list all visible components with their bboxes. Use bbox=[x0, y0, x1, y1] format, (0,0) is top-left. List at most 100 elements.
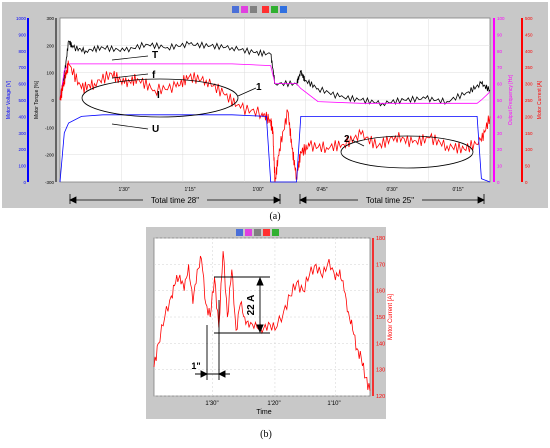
current-tick-label: 450 bbox=[525, 32, 533, 37]
amplitude-label: 22 A bbox=[246, 295, 257, 316]
b-y-tick-label: 130 bbox=[376, 368, 385, 374]
label-leader-frequency bbox=[111, 73, 149, 79]
b-y-tick-label: 120 bbox=[376, 394, 385, 400]
current-tick-label: 400 bbox=[525, 49, 533, 54]
panel-b-gridlines bbox=[154, 237, 370, 397]
voltage-tick-label: 400 bbox=[18, 114, 26, 119]
current-tick-label: 0 bbox=[525, 180, 528, 185]
voltage-tick-label: 500 bbox=[18, 98, 26, 103]
voltage-axis-ticks: 0 100 200 300 400 500 600 700 800 900 1000 bbox=[16, 16, 27, 185]
torque-tick-label: 200 bbox=[46, 43, 54, 48]
panel-a-series bbox=[59, 40, 491, 183]
voltage-tick-label: 0 bbox=[23, 180, 26, 185]
panel-b-series bbox=[153, 251, 371, 391]
duration-2-bg bbox=[358, 195, 422, 205]
amplitude-marker bbox=[214, 276, 270, 334]
caption-a: (a) bbox=[269, 211, 280, 222]
torque-axis-ticks: -300 -200 -100 0 100 200 300 bbox=[45, 16, 55, 185]
duration-1-bg bbox=[143, 195, 207, 205]
voltage-tick-label: 300 bbox=[18, 131, 26, 136]
voltage-tick-label: 200 bbox=[18, 147, 26, 152]
a-x-tick-6: 0'15" bbox=[452, 187, 463, 193]
b-y-tick-label: 170 bbox=[376, 262, 385, 268]
current-axis-label: Motor Current [A] bbox=[537, 80, 543, 119]
b-y-axis-label: Motor Current [A] bbox=[388, 294, 394, 340]
voltage-tick-label: 600 bbox=[18, 82, 26, 87]
a-x-tick-5: 0'30" bbox=[386, 187, 397, 193]
b-x-tick-3: 1'10" bbox=[327, 401, 340, 407]
frequency-axis-ticks: 0 10 20 30 40 50 60 70 80 90 100 bbox=[497, 16, 505, 185]
annotation-2-label: 2 bbox=[344, 134, 350, 145]
leader-annotation-1 bbox=[237, 87, 257, 97]
torque-tick-label: 0 bbox=[51, 98, 54, 103]
series-label-torque: T bbox=[152, 50, 158, 61]
torque-tick-label: -200 bbox=[45, 153, 55, 158]
current-tick-label: 200 bbox=[525, 114, 533, 119]
current-tick-label: 500 bbox=[525, 16, 533, 21]
series-label-current: I bbox=[157, 90, 160, 101]
series-line-f bbox=[59, 63, 491, 104]
frequency-tick-label: 20 bbox=[497, 147, 503, 152]
current-tick-label: 300 bbox=[525, 82, 533, 87]
series-line-U bbox=[59, 114, 491, 183]
period-marker bbox=[195, 300, 230, 380]
frequency-tick-label: 80 bbox=[497, 49, 503, 54]
current-tick-label: 50 bbox=[525, 164, 531, 169]
torque-tick-label: 300 bbox=[46, 16, 54, 21]
b-y-axis-ticks: 120 130 140 150 160 170 180 bbox=[376, 236, 385, 400]
b-x-axis-label: Time bbox=[256, 409, 271, 416]
torque-axis-label: Motor Torque [%] bbox=[34, 80, 40, 119]
b-y-tick-label: 160 bbox=[376, 289, 385, 295]
b-x-tick-1: 1'30" bbox=[205, 401, 218, 407]
voltage-tick-label: 900 bbox=[18, 32, 26, 37]
ellipse-annotation-2 bbox=[340, 135, 474, 169]
duration-1-label: Total time 28" bbox=[151, 196, 199, 205]
period-label: 1" bbox=[191, 361, 200, 371]
voltage-tick-label: 700 bbox=[18, 65, 26, 70]
frequency-tick-label: 100 bbox=[497, 16, 505, 21]
a-x-tick-2: 1'15" bbox=[184, 187, 195, 193]
series-label-frequency: f bbox=[152, 70, 156, 81]
frequency-tick-label: 0 bbox=[497, 180, 500, 185]
panel-a-toolbar[interactable] bbox=[232, 6, 287, 13]
a-x-tick-3: 1'00" bbox=[252, 187, 263, 193]
frequency-tick-label: 60 bbox=[497, 82, 503, 87]
caption-b: (b) bbox=[260, 429, 272, 440]
voltage-tick-label: 800 bbox=[18, 49, 26, 54]
panel-a-gridlines bbox=[60, 18, 490, 182]
leader-annotation-2 bbox=[351, 139, 365, 147]
ellipse-annotation-1 bbox=[81, 78, 239, 118]
duration-2-label: Total time 25" bbox=[366, 196, 414, 205]
frequency-tick-label: 10 bbox=[497, 164, 503, 169]
voltage-tick-label: 1000 bbox=[16, 16, 27, 21]
b-x-tick-2: 1'20" bbox=[267, 401, 280, 407]
b-y-tick-label: 150 bbox=[376, 315, 385, 321]
series-line-T bbox=[59, 40, 491, 107]
label-leader-torque bbox=[111, 55, 149, 61]
series-label-voltage: U bbox=[152, 124, 159, 135]
a-x-tick-4: 0'45" bbox=[316, 187, 327, 193]
frequency-tick-label: 40 bbox=[497, 114, 503, 119]
torque-tick-label: -300 bbox=[45, 180, 55, 185]
current-axis-ticks: 0 50 100 150 200 250 300 350 400 450 500 bbox=[525, 16, 533, 185]
frequency-tick-label: 90 bbox=[497, 32, 503, 37]
current-tick-label: 350 bbox=[525, 65, 533, 70]
torque-tick-label: -100 bbox=[45, 125, 55, 130]
voltage-axis-label: Motor Voltage [V] bbox=[6, 80, 12, 119]
panel-b-toolbar[interactable] bbox=[236, 229, 279, 236]
frequency-tick-label: 50 bbox=[497, 98, 503, 103]
frequency-axis-label: Output Frequency [Hz] bbox=[508, 74, 514, 125]
frequency-tick-label: 70 bbox=[497, 65, 503, 70]
b-y-tick-label: 180 bbox=[376, 236, 385, 242]
annotation-1-label: 1 bbox=[256, 82, 262, 93]
torque-tick-label: 100 bbox=[46, 71, 54, 76]
b-y-tick-label: 140 bbox=[376, 341, 385, 347]
label-leader-voltage bbox=[111, 123, 149, 130]
current-tick-label: 250 bbox=[525, 98, 533, 103]
voltage-tick-label: 100 bbox=[18, 164, 26, 169]
a-x-tick-1: 1'30" bbox=[118, 187, 129, 193]
current-tick-label: 100 bbox=[525, 147, 533, 152]
b-series-line-current bbox=[153, 251, 371, 391]
